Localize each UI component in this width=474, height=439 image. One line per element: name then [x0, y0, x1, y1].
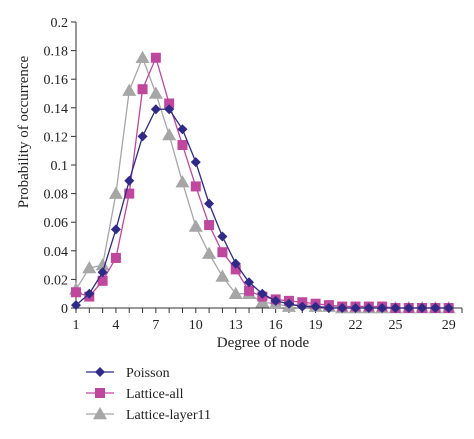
- y-tick-label: 0.04: [44, 245, 69, 260]
- data-point: [84, 288, 95, 299]
- x-axis-title: Degree of node: [217, 335, 310, 351]
- legend-label: Poisson: [126, 366, 170, 381]
- x-tick-label: 19: [309, 318, 323, 333]
- data-point: [124, 175, 135, 186]
- data-point: [71, 300, 81, 311]
- x-tick-label: 1: [73, 318, 80, 333]
- x-tick-label: 7: [152, 318, 159, 333]
- y-tick-label: 0.2: [51, 16, 69, 31]
- data-point: [270, 295, 281, 306]
- data-point: [190, 181, 201, 192]
- y-tick-label: 0.02: [44, 273, 69, 288]
- data-point: [204, 220, 215, 231]
- x-tick-label: 10: [189, 318, 203, 333]
- data-point: [97, 267, 108, 278]
- data-point: [95, 258, 110, 271]
- y-tick-label: 0: [61, 302, 68, 317]
- data-point: [202, 246, 217, 259]
- data-point: [110, 252, 121, 263]
- data-point: [110, 224, 121, 235]
- series-poisson: [71, 104, 454, 313]
- data-point: [323, 303, 334, 313]
- data-point: [390, 303, 401, 313]
- data-point: [350, 303, 361, 313]
- legend-label: Lattice-layer11: [126, 408, 211, 423]
- data-point: [377, 303, 388, 313]
- data-point: [137, 84, 148, 95]
- x-tick-label: 4: [112, 318, 119, 333]
- data-point: [337, 303, 348, 313]
- data-point: [217, 247, 228, 258]
- data-point: [122, 83, 137, 96]
- data-point: [150, 52, 161, 63]
- y-axis-title: Probability of occurrence: [16, 55, 32, 208]
- data-point: [244, 285, 255, 296]
- data-point: [190, 157, 201, 168]
- data-point: [215, 269, 230, 282]
- data-point: [135, 50, 150, 63]
- data-point: [244, 277, 255, 288]
- data-point: [217, 231, 228, 242]
- data-point: [177, 139, 188, 150]
- data-point: [148, 86, 163, 99]
- y-tick-label: 0.14: [44, 102, 69, 117]
- y-tick-label: 0.18: [44, 45, 69, 60]
- legend-marker: [95, 388, 105, 398]
- data-point: [417, 303, 428, 313]
- data-point: [164, 104, 175, 115]
- data-point: [430, 303, 441, 313]
- x-tick-label: 25: [388, 318, 402, 333]
- y-tick-label: 0.08: [44, 188, 69, 203]
- data-point: [297, 301, 308, 312]
- data-point: [363, 303, 374, 313]
- data-point: [177, 124, 188, 135]
- data-point: [71, 287, 81, 298]
- data-point: [310, 301, 321, 312]
- data-point: [124, 188, 135, 199]
- data-point: [97, 275, 108, 286]
- data-point: [283, 298, 294, 309]
- data-point: [230, 258, 241, 269]
- data-point: [204, 198, 215, 209]
- y-tick-label: 0.1: [51, 159, 69, 174]
- x-tick-label: 16: [269, 318, 283, 333]
- legend: Poisson Lattice-all Lattice-layer11: [86, 366, 211, 423]
- x-tick-label: 22: [349, 318, 363, 333]
- series-line: [75, 108, 449, 309]
- y-axis-ticks: 0 0.02 0.04 0.06 0.08 0.1 0.12 0.14 0.16 0.18 0.2: [44, 16, 76, 317]
- data-point: [82, 260, 97, 274]
- y-tick-label: 0.16: [44, 73, 69, 88]
- plot-area: [69, 50, 456, 314]
- legend-marker: [93, 407, 107, 420]
- x-tick-label: 29: [442, 318, 456, 333]
- data-point: [108, 186, 123, 199]
- data-point: [162, 127, 177, 141]
- data-point: [150, 104, 161, 115]
- data-point: [257, 288, 268, 299]
- data-point: [188, 219, 203, 232]
- legend-marker: [95, 367, 105, 377]
- data-point: [175, 175, 190, 188]
- data-point: [230, 264, 241, 275]
- data-point: [164, 98, 175, 109]
- y-tick-label: 0.06: [44, 216, 69, 231]
- data-point: [228, 286, 243, 299]
- data-point: [403, 303, 414, 313]
- x-tick-label: 13: [229, 318, 243, 333]
- legend-label: Lattice-all: [126, 387, 184, 402]
- y-tick-label: 0.12: [44, 130, 69, 145]
- data-point: [137, 131, 148, 142]
- data-point: [443, 303, 454, 313]
